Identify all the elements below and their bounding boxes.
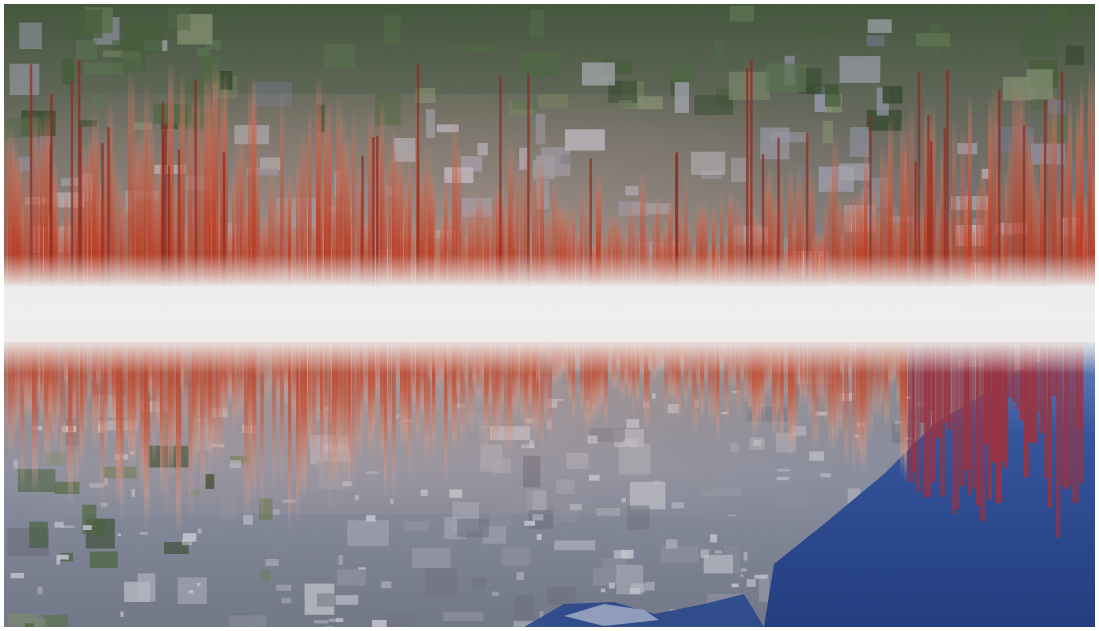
image-canvas xyxy=(4,4,1095,627)
film-grain xyxy=(4,4,1095,627)
satellite-waveform-image xyxy=(4,4,1095,627)
